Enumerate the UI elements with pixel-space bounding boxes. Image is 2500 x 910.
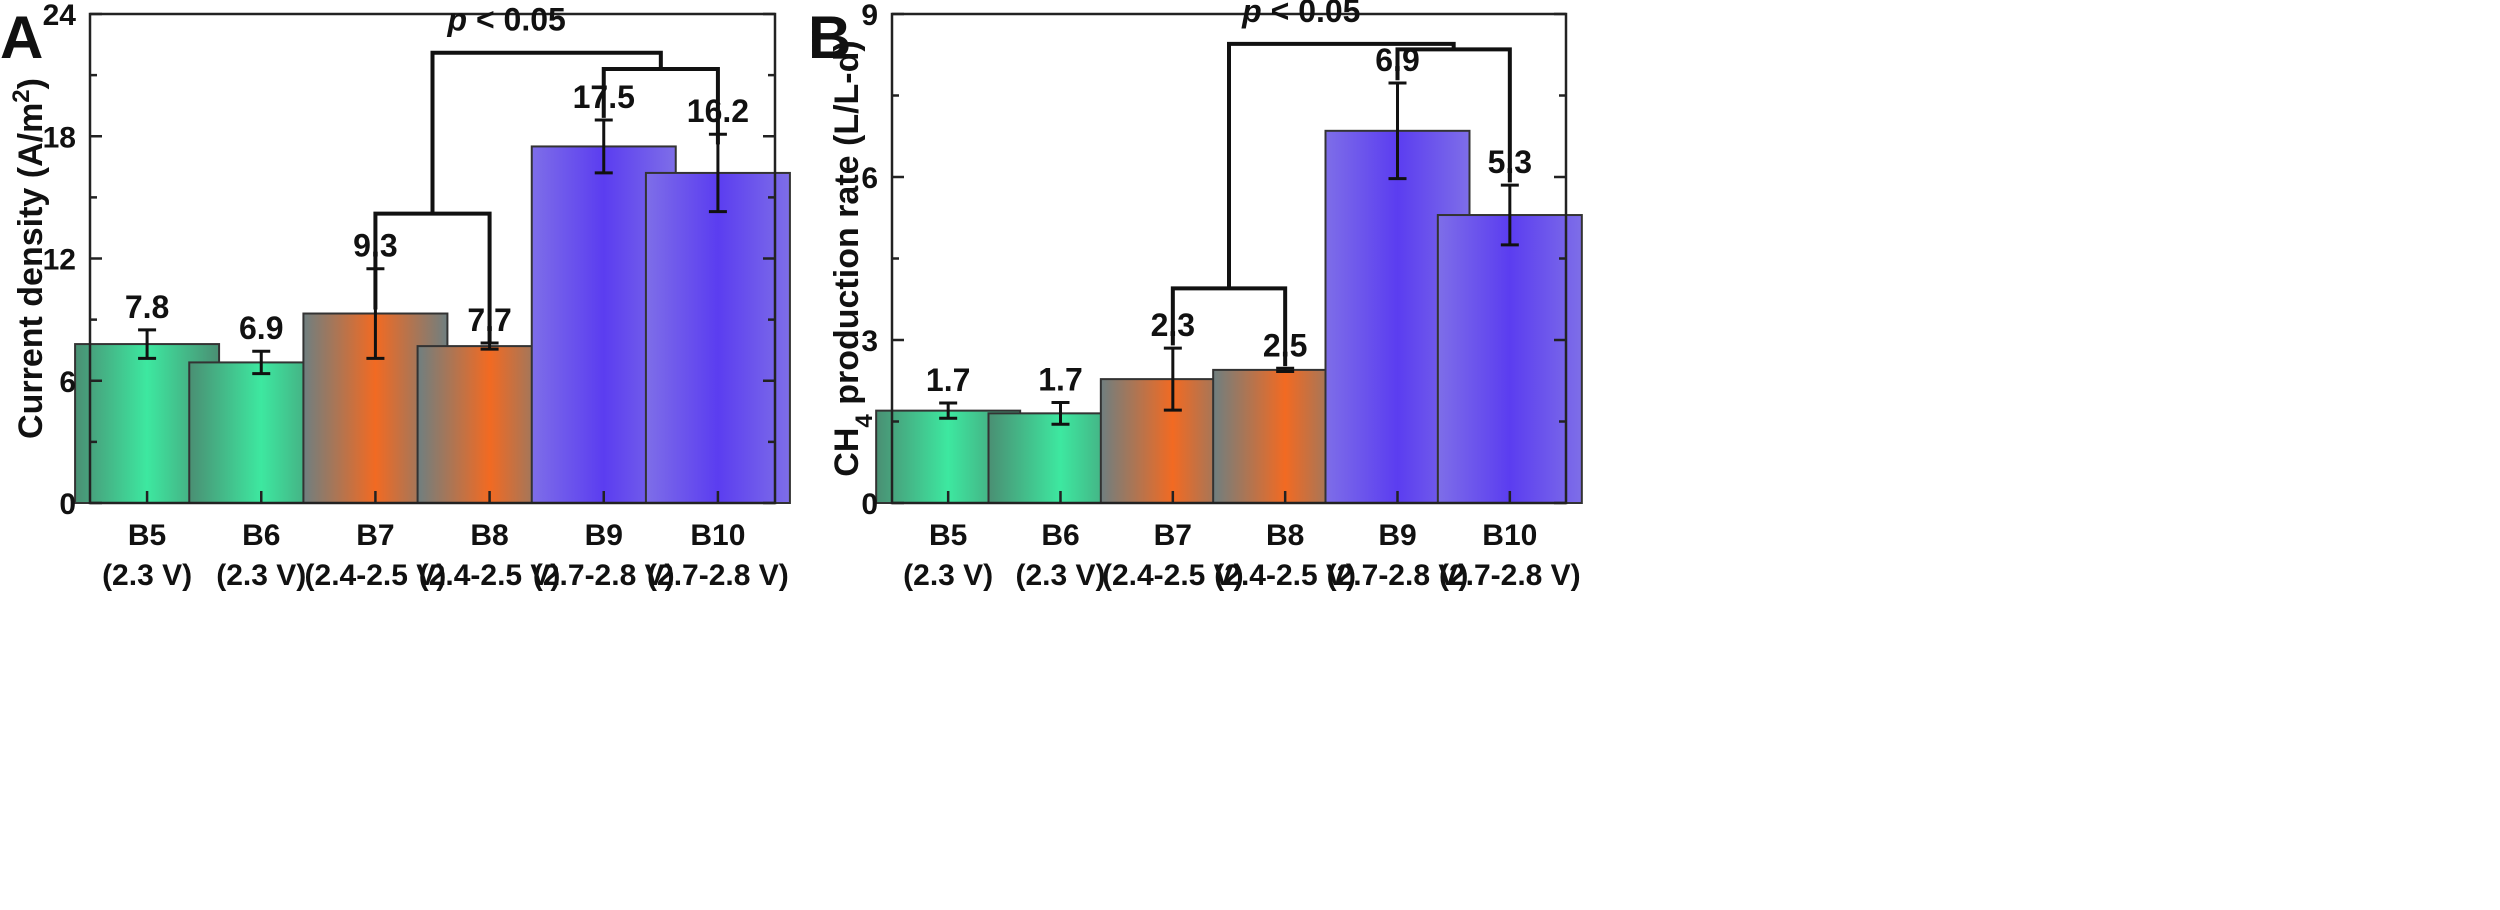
significance-p: p [1241, 0, 1262, 29]
bar-b10 [644, 171, 791, 505]
x-tick-sublabel: (2.4-2.5 V) [1102, 559, 1244, 592]
significance-p: p [447, 1, 468, 37]
y-tick-label: 0 [59, 488, 76, 521]
y-tick-label: 0 [861, 488, 878, 521]
error-bar-b6 [252, 349, 271, 376]
x-tick-label: B8 [1266, 519, 1304, 552]
x-tick-label: B7 [1154, 519, 1192, 552]
y-tick-label: 3 [861, 325, 878, 358]
significance-threshold: < 0.05 [467, 1, 566, 37]
y-tick-label: 9 [861, 0, 878, 32]
x-tick-sublabel: (2.3 V) [216, 559, 306, 592]
y-axis-title-suffix: ) [12, 78, 50, 89]
x-tick-sublabel: (2.4-2.5 V) [305, 559, 447, 592]
y-axis-title-prefix: CH [828, 428, 866, 477]
x-tick-sublabel: (2.3 V) [903, 559, 993, 592]
error-bar-b5 [138, 328, 157, 360]
x-tick-label: B9 [585, 519, 623, 552]
error-bar-b7 [1163, 346, 1182, 412]
significance-label: p < 0.05 [447, 1, 566, 37]
significance-bracket [373, 50, 720, 343]
y-tick-label: 18 [43, 121, 76, 154]
y-axis-title-text: Current density (A/m [12, 103, 50, 439]
x-tick-sublabel: (2.3 V) [1015, 559, 1105, 592]
y-axis-title-superscript: 2 [8, 89, 35, 102]
y-axis-title: Current density (A/m2) [8, 78, 51, 439]
error-bar-b9 [1388, 81, 1407, 181]
data-label: 1.7 [1038, 361, 1082, 397]
y-tick-label: 6 [59, 366, 76, 399]
x-tick-sublabel: (2.7-2.8 V) [1327, 559, 1469, 592]
error-bar-b6 [1051, 400, 1070, 426]
data-label: 1.7 [926, 362, 970, 398]
y-tick-label: 6 [861, 162, 878, 195]
panel-label: B [808, 4, 851, 71]
x-tick-sublabel: (2.7-2.8 V) [533, 559, 675, 592]
x-tick-sublabel: (2.3 V) [102, 559, 192, 592]
y-axis-title-text: production rate (L/L-d) [828, 40, 866, 414]
panel-label: A [0, 4, 43, 71]
error-bar-b8 [1276, 366, 1295, 374]
error-bar-b9 [594, 118, 613, 175]
y-tick-label: 24 [43, 0, 77, 32]
bracket-pair [1395, 47, 1512, 183]
x-tick-label: B10 [1482, 519, 1537, 552]
data-label: 7.8 [125, 289, 169, 325]
bracket-connector [430, 50, 663, 214]
y-axis-title: CH4 production rate (L/L-d) [828, 40, 878, 476]
bracket-connector [1227, 41, 1456, 289]
x-tick-label: B5 [929, 519, 967, 552]
error-bar-b8 [480, 341, 499, 351]
x-tick-label: B8 [470, 519, 508, 552]
y-axis-title-subscript: 4 [851, 414, 878, 428]
x-tick-label: B10 [690, 519, 745, 552]
x-tick-label: B9 [1378, 519, 1416, 552]
x-tick-sublabel: (2.7-2.8 V) [647, 559, 789, 592]
x-tick-label: B5 [128, 519, 166, 552]
x-tick-label: B6 [1041, 519, 1079, 552]
x-tick-sublabel: (2.4-2.5 V) [1214, 559, 1356, 592]
significance-threshold: < 0.05 [1262, 0, 1361, 29]
data-label: 6.9 [239, 310, 283, 346]
significance-label: p < 0.05 [1241, 0, 1360, 29]
bar-b10 [1436, 214, 1583, 505]
x-tick-sublabel: (2.4-2.5 V) [419, 559, 561, 592]
y-tick-label: 12 [43, 244, 76, 277]
x-tick-label: B6 [242, 519, 280, 552]
error-bar-b10 [1500, 183, 1519, 247]
x-tick-label: B7 [356, 519, 394, 552]
significance-bracket [1170, 41, 1512, 367]
error-bar-b5 [939, 401, 958, 420]
x-tick-sublabel: (2.7-2.8 V) [1439, 559, 1581, 592]
